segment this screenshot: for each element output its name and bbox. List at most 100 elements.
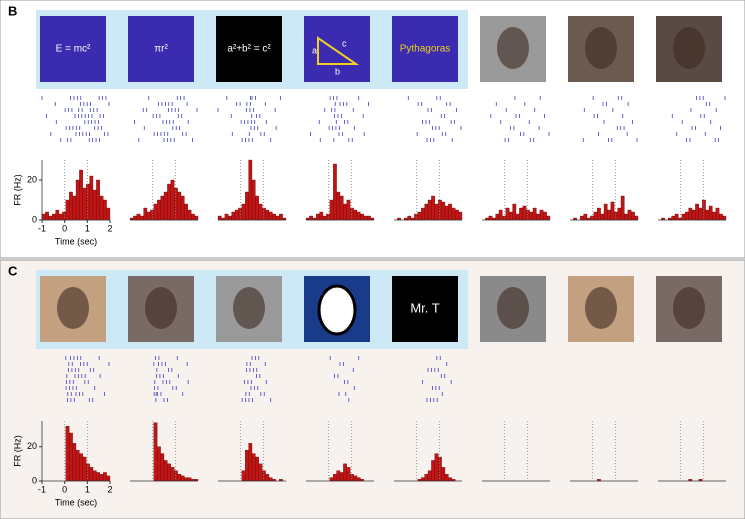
bar xyxy=(532,207,537,221)
bar xyxy=(600,213,605,221)
bar xyxy=(620,195,625,221)
panel-label: C xyxy=(8,263,18,278)
bar xyxy=(241,203,246,221)
bar xyxy=(322,215,327,221)
bar xyxy=(519,207,523,221)
bar xyxy=(146,211,151,221)
bar xyxy=(248,159,253,221)
bar xyxy=(99,473,104,482)
bar xyxy=(681,213,686,221)
bar xyxy=(722,215,727,221)
bar xyxy=(451,207,456,221)
stimulus-image xyxy=(216,16,282,82)
bar xyxy=(255,456,259,482)
bar xyxy=(45,211,49,221)
bar xyxy=(634,215,639,221)
bar xyxy=(163,191,168,221)
bar xyxy=(55,209,60,221)
bar xyxy=(702,199,706,221)
bar xyxy=(265,473,270,482)
stimulus-image xyxy=(40,16,106,82)
bar xyxy=(421,477,425,482)
bar xyxy=(153,422,158,482)
bar xyxy=(234,209,239,221)
y-tick-label: 20 xyxy=(27,174,37,184)
bar xyxy=(103,472,107,482)
bar xyxy=(184,203,188,221)
bar xyxy=(258,463,263,482)
bar xyxy=(434,203,439,221)
bar xyxy=(180,195,185,221)
bar xyxy=(458,211,463,221)
bar xyxy=(427,199,432,221)
bar xyxy=(583,213,588,221)
bar xyxy=(515,213,520,221)
bar xyxy=(279,213,283,221)
x-axis-label: Time (sec) xyxy=(55,236,97,246)
bar xyxy=(309,215,313,221)
cartoon-face xyxy=(317,284,357,336)
bar xyxy=(360,213,364,221)
bar xyxy=(627,209,632,221)
bar xyxy=(346,199,351,221)
bar xyxy=(607,209,611,221)
bar xyxy=(58,213,63,221)
photo-face xyxy=(585,287,617,329)
bar xyxy=(529,211,534,221)
photo-face xyxy=(57,287,89,329)
stimulus-text: E = mc² xyxy=(56,44,91,55)
bar xyxy=(715,207,720,221)
bar xyxy=(268,477,273,482)
stimulus-text: Mr. T xyxy=(410,300,439,315)
bar xyxy=(69,432,73,482)
bar xyxy=(319,211,324,221)
bar xyxy=(187,477,192,482)
stimulus-image xyxy=(392,276,458,342)
bar xyxy=(255,195,259,221)
bar xyxy=(72,443,77,482)
bar xyxy=(160,453,165,482)
bar xyxy=(82,187,87,221)
bar xyxy=(719,213,723,221)
bar xyxy=(698,207,703,221)
bar xyxy=(336,191,341,221)
bar xyxy=(597,207,601,221)
bar xyxy=(421,207,425,221)
bar xyxy=(89,175,94,221)
bar xyxy=(231,211,236,221)
bar xyxy=(184,477,188,482)
bar xyxy=(79,169,83,221)
bar xyxy=(82,456,87,482)
bar xyxy=(353,209,358,221)
photo-face xyxy=(497,287,529,329)
x-tick-label: 2 xyxy=(107,223,112,233)
bar xyxy=(614,211,618,221)
y-axis-label: FR (Hz) xyxy=(12,435,22,467)
bar xyxy=(160,195,165,221)
bar xyxy=(167,463,171,482)
x-tick-label: -1 xyxy=(38,223,46,233)
bar xyxy=(258,203,263,221)
bar xyxy=(79,453,83,482)
bar xyxy=(444,205,449,221)
x-axis-label: Time (sec) xyxy=(55,497,97,507)
bar xyxy=(448,477,452,482)
bar xyxy=(170,179,175,221)
bar xyxy=(488,215,493,221)
bar xyxy=(343,463,347,482)
photo-face xyxy=(233,287,265,329)
bar xyxy=(339,472,344,482)
x-tick-label: 1 xyxy=(85,223,90,233)
bar xyxy=(86,463,90,482)
bar xyxy=(691,209,696,221)
bar xyxy=(106,207,111,221)
bar xyxy=(708,205,713,221)
bar xyxy=(329,477,334,482)
bar xyxy=(353,475,358,482)
bar xyxy=(434,453,439,482)
bar xyxy=(143,207,148,221)
bar xyxy=(498,209,503,221)
bar xyxy=(407,215,412,221)
bar xyxy=(356,211,361,221)
bar xyxy=(228,215,232,221)
